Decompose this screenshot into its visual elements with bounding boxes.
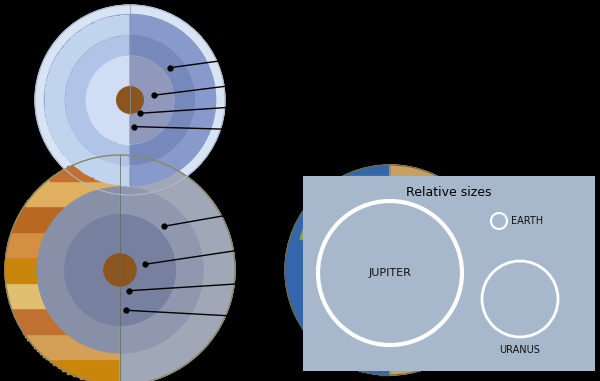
Polygon shape <box>120 187 203 353</box>
Circle shape <box>86 56 174 144</box>
Circle shape <box>44 14 215 186</box>
Text: JUPITER: JUPITER <box>368 268 412 278</box>
Circle shape <box>371 251 409 289</box>
Polygon shape <box>130 35 194 165</box>
FancyBboxPatch shape <box>303 176 595 371</box>
Text: EARTH: EARTH <box>511 216 543 226</box>
Circle shape <box>116 87 143 113</box>
Polygon shape <box>120 155 235 381</box>
Circle shape <box>285 165 495 375</box>
Circle shape <box>35 5 225 195</box>
Polygon shape <box>390 230 430 310</box>
Circle shape <box>104 254 136 286</box>
Text: URANUS: URANUS <box>500 345 541 355</box>
Polygon shape <box>130 14 215 186</box>
Polygon shape <box>390 209 451 331</box>
Circle shape <box>65 35 194 165</box>
Polygon shape <box>120 215 175 325</box>
Circle shape <box>65 215 175 325</box>
Polygon shape <box>390 184 476 356</box>
Polygon shape <box>390 165 495 375</box>
Text: Relative sizes: Relative sizes <box>406 186 492 199</box>
Circle shape <box>37 187 203 353</box>
Circle shape <box>5 155 235 381</box>
Polygon shape <box>130 56 173 144</box>
